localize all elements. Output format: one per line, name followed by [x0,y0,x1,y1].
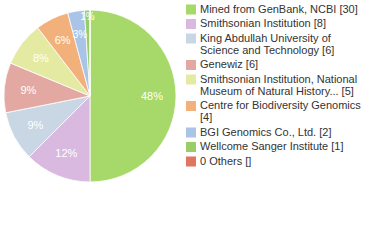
legend-item: Smithsonian Institution [8] [186,17,326,29]
legend-label-line: Centre for Biodiversity Genomics [200,99,361,111]
pie-slice [90,10,91,96]
data-label: 1% [80,11,95,22]
data-label: 48% [141,90,163,102]
legend-label-line: Wellcome Sanger Institute [1] [200,140,343,152]
legend-label-line: Mined from GenBank, NCBI [30] [200,3,358,15]
legend-label-line: 0 Others [] [200,155,251,167]
legend-swatch [186,19,196,29]
legend-swatch [186,75,196,85]
legend-label: 0 Others [] [200,155,251,167]
legend-label-line: Museum of Natural History... [5] [200,85,354,97]
pie-slice [84,10,90,96]
legend-item: Wellcome Sanger Institute [1] [186,140,343,152]
legend-swatch [186,5,196,15]
legend-label-line: King Abdullah University of [200,32,332,44]
legend-item: Genewiz [6] [186,58,258,70]
legend-label: Smithsonian Institution [8] [200,17,326,29]
legend-label-line: Genewiz [6] [200,58,258,70]
legend-label: Smithsonian Institution, NationalMuseum … [200,73,357,97]
legend-label: BGI Genomics Co., Ltd. [2] [200,126,331,138]
legend-item: 0 Others [] [186,155,251,167]
legend-label-line: BGI Genomics Co., Ltd. [2] [200,126,331,138]
pie-slice [68,10,90,96]
legend-swatch [186,157,196,167]
legend-label-line: [4] [200,111,212,123]
legend-swatch [186,142,196,152]
legend-swatch [186,128,196,138]
legend-label-line: Science and Technology [6] [200,44,334,56]
data-labels: 48% 12% 9% 9% 8% 6%3% 1% [20,11,163,160]
data-label: 3% [73,29,88,40]
legend-label-line: Smithsonian Institution [8] [200,17,326,29]
legend-swatch [186,101,196,111]
legend-item: BGI Genomics Co., Ltd. [2] [186,126,331,138]
legend-item: King Abdullah University ofScience and T… [186,32,334,56]
legend-label: King Abdullah University ofScience and T… [200,32,334,56]
legend-item: Centre for Biodiversity Genomics[4] [186,99,361,123]
data-label: 9% [20,84,36,96]
chart: 48% 12% 9% 9% 8% 6%3% 1% Mined from GenBank, NC… [0,0,380,240]
data-label: 8% [33,52,49,64]
legend-label: Wellcome Sanger Institute [1] [200,140,343,152]
legend: Mined from GenBank, NCBI [30] Smithsonian… [186,3,361,167]
pie-slice [90,10,176,182]
data-label: 9% [27,119,43,131]
data-label: 6% [55,34,71,46]
pie [4,10,176,182]
legend-swatch [186,34,196,44]
legend-label: Genewiz [6] [200,58,258,70]
legend-label: Centre for Biodiversity Genomics[4] [200,99,361,123]
data-label: 12% [55,147,77,159]
legend-label: Mined from GenBank, NCBI [30] [200,3,358,15]
legend-label-line: Smithsonian Institution, National [200,73,357,85]
legend-item: Smithsonian Institution, NationalMuseum … [186,73,357,97]
legend-item: Mined from GenBank, NCBI [30] [186,3,358,15]
legend-swatch [186,60,196,70]
